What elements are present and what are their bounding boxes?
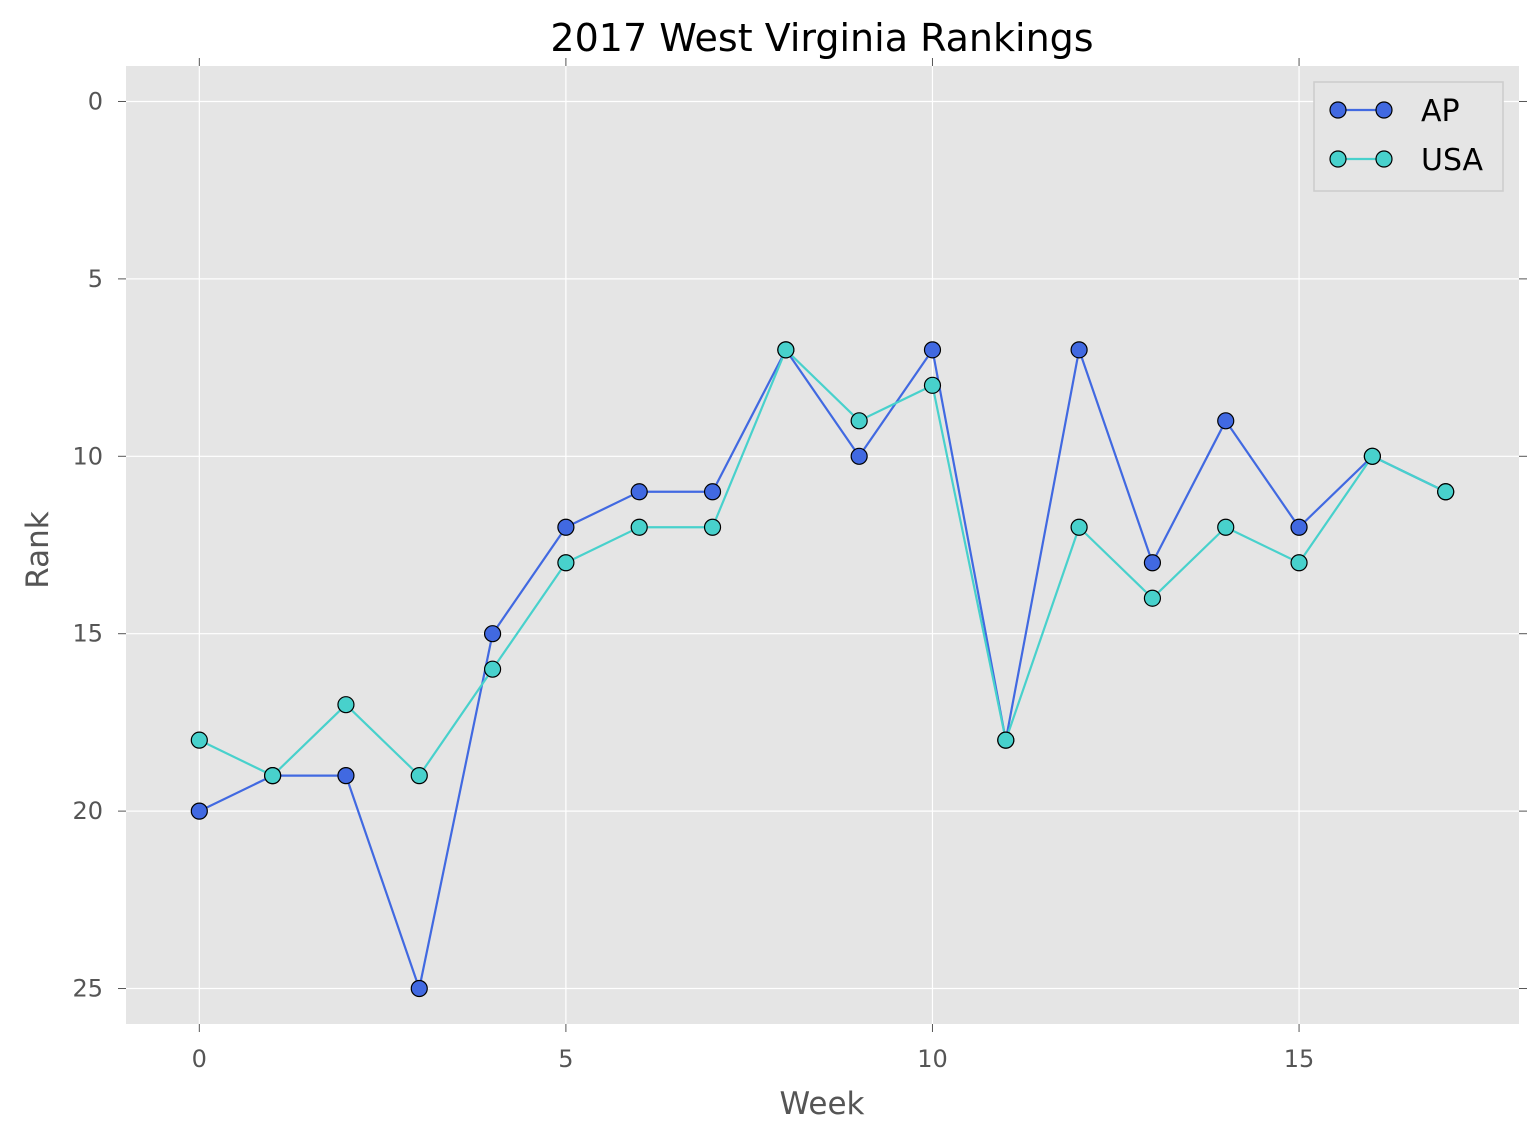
data-point-usa — [190, 731, 208, 749]
data-point-ap — [1070, 341, 1088, 359]
data-point-usa — [557, 554, 575, 572]
legend-label: USA — [1421, 143, 1484, 178]
legend-marker — [1329, 150, 1347, 168]
legend: AP USA — [1313, 81, 1504, 192]
chart-title: 2017 West Virginia Rankings — [550, 16, 1093, 60]
data-point-usa — [1290, 554, 1308, 572]
data-point-ap — [483, 625, 502, 643]
y-tick-label: 5 — [88, 265, 103, 293]
x-tick-label: 5 — [558, 1045, 573, 1073]
legend-marker — [1375, 101, 1393, 119]
data-point-ap — [557, 518, 575, 536]
data-point-usa — [1217, 518, 1235, 536]
y-axis-label: Rank — [20, 511, 56, 589]
series-markers — [190, 341, 1455, 998]
legend-marker — [1329, 101, 1347, 119]
axis-ticks: 0 5 10 15 0 5 10 15 20 25 — [72, 58, 1527, 1073]
data-point-usa — [703, 518, 722, 536]
legend-item-ap: AP — [1329, 94, 1460, 129]
data-point-ap — [1143, 554, 1162, 572]
x-tick-label: 10 — [917, 1045, 948, 1073]
data-point-usa — [483, 660, 502, 678]
legend-marker — [1375, 150, 1393, 168]
data-point-usa — [1070, 518, 1088, 536]
data-point-usa — [1363, 447, 1381, 465]
data-point-ap — [190, 802, 208, 820]
x-tick-label: 15 — [1284, 1045, 1315, 1073]
data-point-ap — [1290, 518, 1308, 536]
data-point-ap — [703, 483, 722, 501]
y-tick-label: 20 — [72, 797, 103, 825]
data-point-ap — [1217, 412, 1235, 430]
data-point-usa — [337, 696, 355, 714]
data-point-usa — [1143, 589, 1162, 607]
data-point-ap — [410, 979, 428, 998]
x-axis-label: Week — [780, 1086, 865, 1122]
data-point-ap — [923, 341, 942, 359]
data-point-usa — [850, 412, 868, 430]
data-point-usa — [777, 341, 795, 359]
legend-item-usa: USA — [1329, 143, 1484, 178]
y-tick-label: 0 — [88, 87, 103, 115]
y-tick-label: 15 — [72, 620, 103, 648]
data-point-usa — [410, 767, 428, 785]
data-point-usa — [997, 731, 1015, 749]
data-point-usa — [1437, 483, 1455, 501]
series-line-usa — [198, 348, 1447, 777]
data-point-usa — [264, 767, 282, 785]
data-point-ap — [850, 447, 868, 465]
legend-label: AP — [1421, 94, 1460, 129]
data-point-usa — [630, 518, 648, 536]
y-tick-label: 10 — [72, 442, 103, 470]
y-tick-label: 25 — [72, 975, 103, 1003]
plot-background — [126, 66, 1519, 1024]
data-point-ap — [337, 767, 355, 785]
data-point-usa — [923, 376, 942, 394]
data-point-ap — [630, 483, 648, 501]
x-tick-label: 0 — [192, 1045, 207, 1073]
series-line-ap — [198, 348, 1447, 990]
legend-box — [1313, 81, 1504, 192]
series-lines — [198, 348, 1447, 990]
